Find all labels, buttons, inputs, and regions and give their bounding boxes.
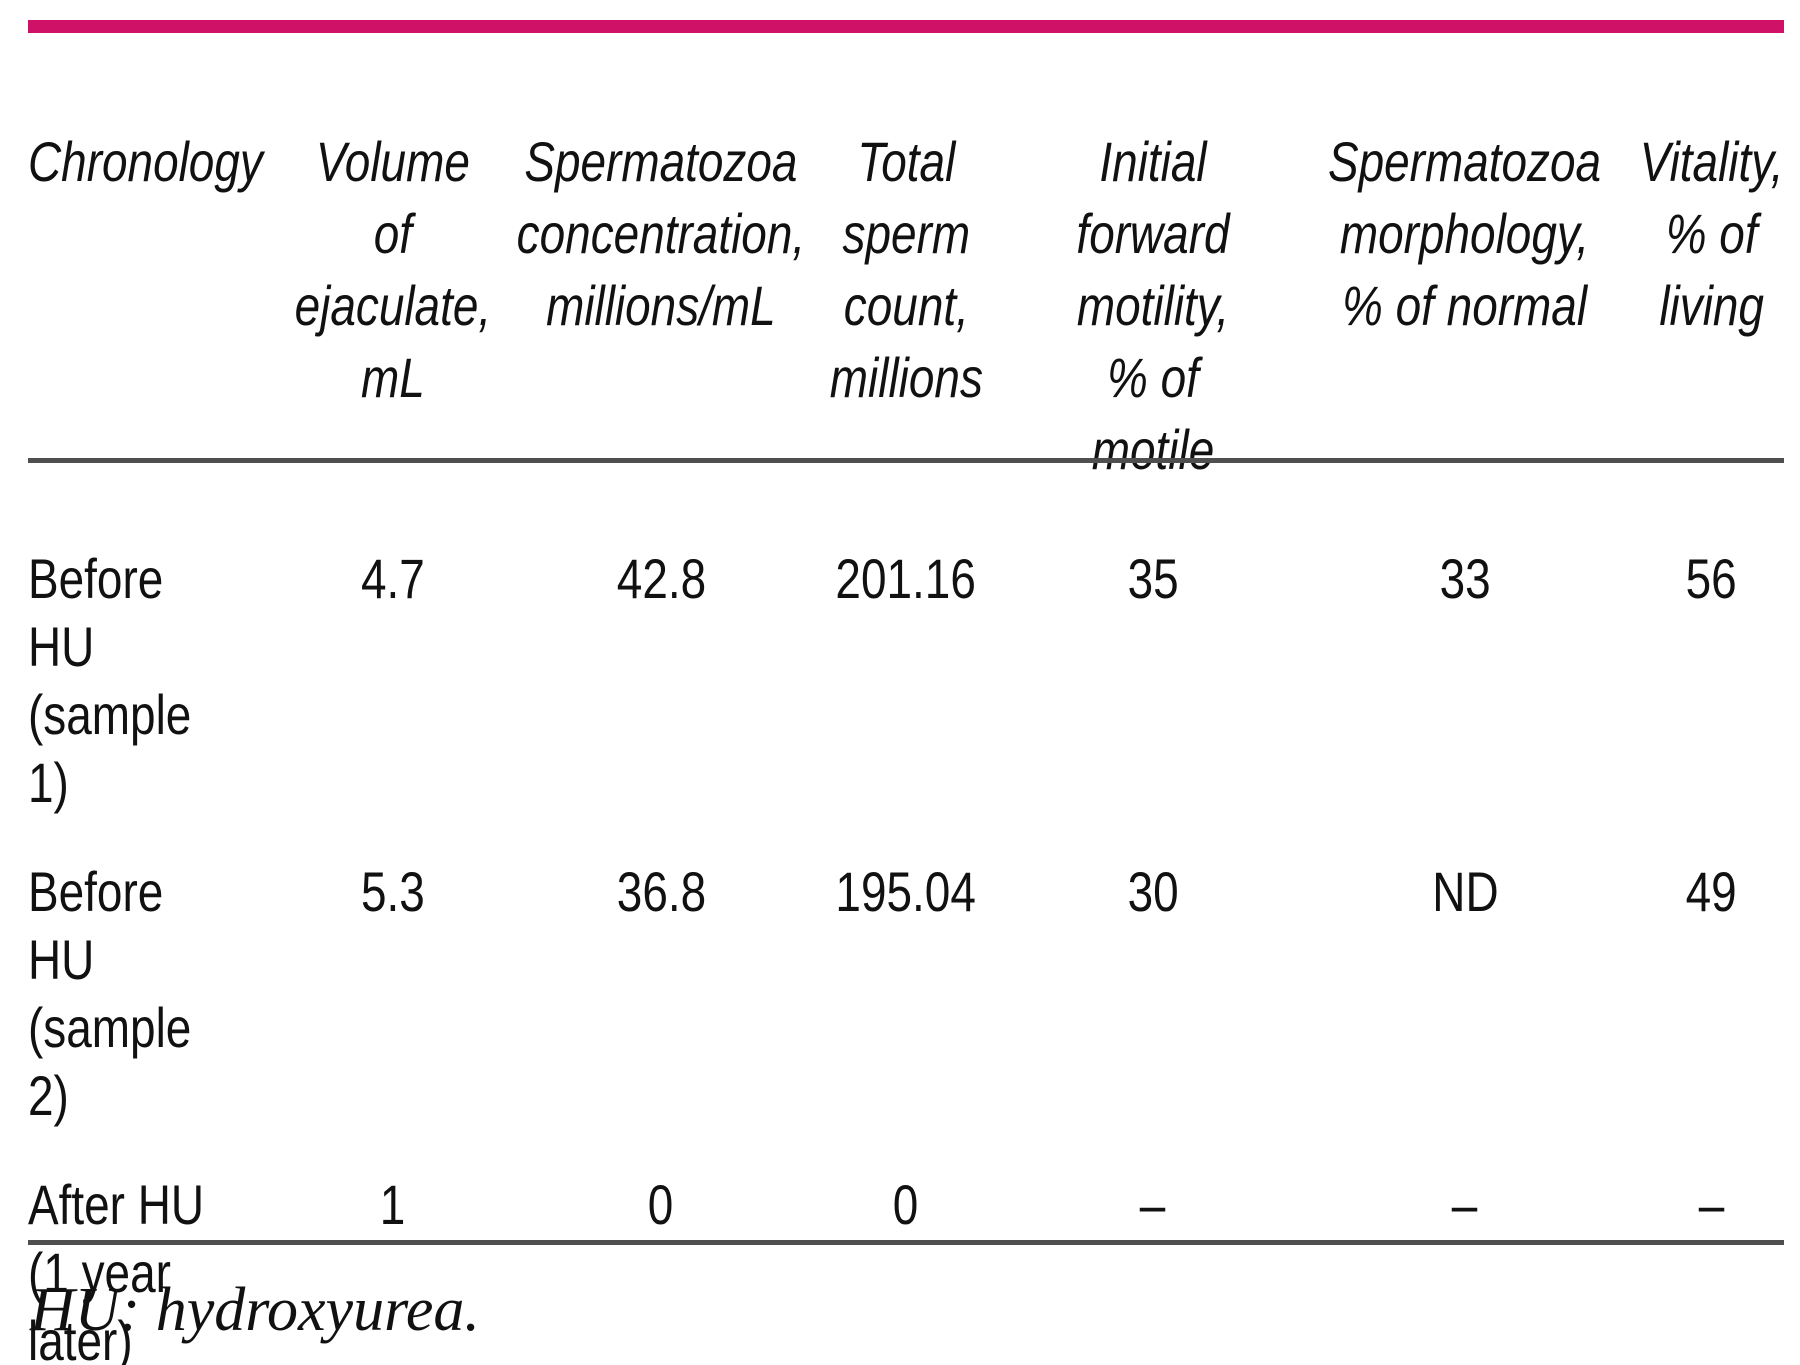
row-label: After HU (1 year later) (28, 1173, 205, 1365)
cell-vitality: – (1698, 1173, 1725, 1236)
column-header-label: Spermatozoa morphology, % of normal (1328, 130, 1602, 337)
column-header-motility: Initial forward motility, % of motile (1015, 126, 1291, 486)
cell-morphology: ND (1431, 860, 1499, 923)
row-label: Before HU (sample 2) (28, 860, 192, 1127)
cell-vitality: 49 (1685, 860, 1738, 923)
cell-total-count: 195.04 (835, 860, 977, 923)
table-body: Before HU (sample 1) 4.7 42.8 201.16 35 … (28, 545, 1784, 1365)
column-header-label: Initial forward motility, % of motile (1076, 130, 1230, 481)
cell-morphology: – (1452, 1173, 1478, 1236)
table-row: After HU (1 year later) 1 0 0 – – – (28, 1171, 1784, 1365)
cell-motility: 30 (1127, 860, 1179, 923)
table-row: Before HU (sample 1) 4.7 42.8 201.16 35 … (28, 545, 1784, 817)
cell-volume: 4.7 (360, 547, 425, 610)
column-header-label: Volume of ejaculate, mL (294, 130, 491, 409)
header-divider-rule (28, 458, 1784, 463)
cell-total-count: 201.16 (835, 547, 977, 610)
column-header-volume: Volume of ejaculate, mL (260, 126, 525, 486)
column-header-label: Vitality, % of living (1639, 130, 1784, 337)
cell-volume: 5.3 (360, 860, 425, 923)
cell-vitality: 56 (1685, 547, 1738, 610)
accent-top-bar (28, 20, 1784, 33)
cell-total-count: 0 (893, 1173, 919, 1236)
column-header-total-count: Total sperm count, millions (797, 126, 1015, 486)
column-header-concentration: Spermatozoa concentration, millions/mL (517, 126, 805, 486)
row-label: Before HU (sample 1) (28, 547, 192, 814)
column-header-morphology: Spermatozoa morphology, % of normal (1291, 126, 1639, 486)
table-footnote: HU: hydroxyurea. (30, 1272, 480, 1348)
column-header-label: Total sperm count, millions (829, 130, 983, 409)
cell-concentration: 0 (648, 1173, 674, 1236)
column-header-vitality: Vitality, % of living (1639, 126, 1784, 486)
cell-concentration: 36.8 (616, 860, 706, 923)
table-row: Before HU (sample 2) 5.3 36.8 195.04 30 … (28, 858, 1784, 1130)
column-header-label: Spermatozoa concentration, millions/mL (516, 130, 806, 337)
cell-volume: 1 (379, 1173, 406, 1236)
table-header-row: Chronology Volume of ejaculate, mL Sperm… (28, 126, 1784, 486)
footnote-text: HU: hydroxyurea. (30, 1276, 480, 1344)
column-header-chronology: Chronology (28, 126, 263, 486)
cell-concentration: 42.8 (616, 547, 706, 610)
column-header-label: Chronology (28, 130, 263, 193)
cell-morphology: 33 (1439, 547, 1491, 610)
cell-motility: 35 (1127, 547, 1179, 610)
footer-divider-rule (28, 1240, 1784, 1245)
cell-motility: – (1140, 1173, 1166, 1236)
